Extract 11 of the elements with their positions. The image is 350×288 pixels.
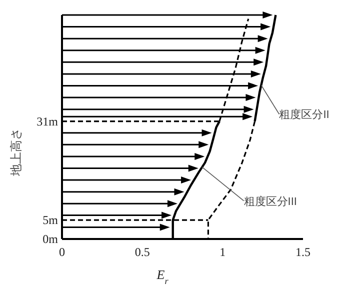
x-axis-title: E$_{r}$ [156,267,169,286]
y-tick-label: 31m [36,114,59,128]
annotation: 粗度区分II [279,108,330,122]
x-tick-label: 1.5 [296,245,310,259]
x-tick-label: 0.5 [134,245,150,259]
y-axis-title: 地上高さ [9,128,23,177]
x-tick-label: 1 [220,245,226,259]
annotation: 粗度区分III [244,194,297,208]
x-tick-label: 0 [59,245,65,259]
y-tick-label: 0m [42,232,59,246]
y-tick-label: 5m [42,213,59,228]
